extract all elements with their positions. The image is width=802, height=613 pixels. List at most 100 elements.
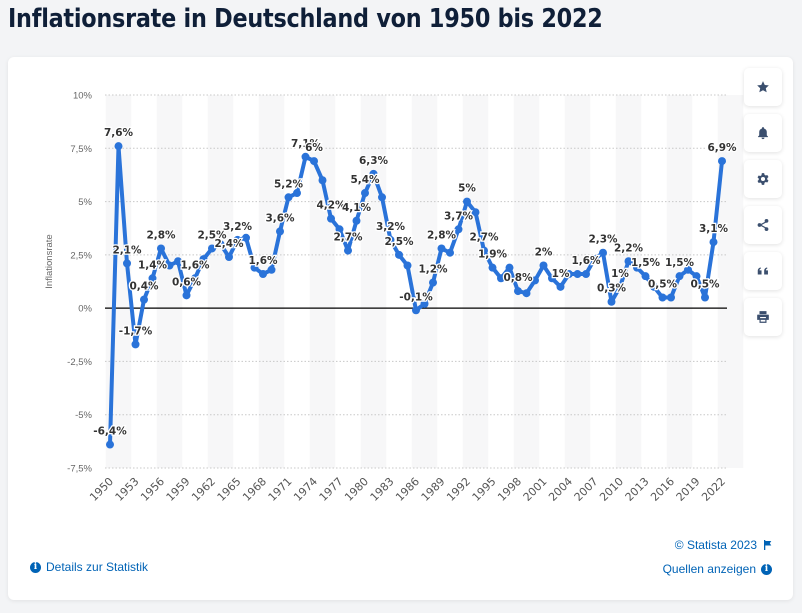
background-band	[615, 95, 642, 468]
data-point	[106, 440, 114, 449]
data-point	[641, 272, 650, 281]
data-point	[616, 282, 624, 291]
data-point	[505, 263, 514, 272]
gear-icon	[757, 173, 769, 185]
notification-button[interactable]	[744, 114, 782, 152]
data-point	[335, 225, 344, 234]
data-point	[429, 278, 437, 287]
y-tick-label: 2,5%	[70, 250, 92, 261]
data-point	[701, 293, 709, 302]
data-label: 2,2%	[614, 242, 644, 254]
x-tick-label: 1959	[164, 475, 193, 504]
settings-button[interactable]	[744, 160, 782, 198]
x-tick-label: 1950	[87, 475, 116, 504]
data-label: 6,9%	[707, 142, 737, 154]
y-axis-label: Inflationsrate	[44, 234, 55, 288]
data-label: 5,2%	[274, 178, 304, 190]
bell-icon	[758, 127, 768, 140]
data-point	[556, 282, 565, 291]
data-label: 2,7%	[333, 232, 363, 244]
data-label: 1%	[552, 268, 570, 280]
share-icon	[757, 219, 769, 231]
x-tick-label: 2001	[521, 475, 550, 504]
data-point	[191, 274, 199, 283]
x-tick-label: 1953	[113, 475, 142, 504]
data-point	[590, 255, 599, 264]
y-tick-label: 5%	[78, 197, 92, 208]
data-label: 2,8%	[427, 229, 457, 241]
data-point	[233, 235, 242, 244]
favorite-button[interactable]	[744, 68, 782, 106]
quote-icon	[757, 267, 768, 275]
info-icon: i	[761, 563, 772, 575]
background-band	[360, 95, 387, 468]
data-point	[310, 157, 318, 166]
x-tick-label: 1965	[215, 475, 244, 504]
flag-icon[interactable]	[763, 540, 772, 550]
data-label: 2,5%	[197, 229, 227, 241]
data-point	[675, 272, 684, 281]
x-tick-label: 2007	[572, 475, 601, 504]
data-point	[301, 152, 310, 161]
x-tick-label: 2019	[674, 475, 703, 504]
x-tick-label: 1986	[393, 475, 422, 504]
data-point	[463, 197, 471, 206]
data-point	[437, 244, 446, 253]
data-label: 4,2%	[316, 200, 346, 212]
data-label: 0,5%	[648, 278, 678, 290]
sources-link[interactable]: Quellen anzeigen i	[663, 562, 772, 576]
data-label: 1,6%	[180, 259, 210, 271]
data-point	[539, 261, 548, 270]
data-point	[225, 252, 233, 261]
data-label: 6,3%	[359, 155, 389, 167]
x-tick-label: 1962	[189, 475, 218, 504]
copyright-text: © Statista 2023	[674, 538, 757, 552]
page-title: Inflationsrate in Deutschland von 1950 b…	[8, 4, 603, 34]
copyright: © Statista 2023	[675, 538, 772, 552]
background-band	[462, 95, 489, 468]
data-point	[174, 257, 182, 266]
data-point	[157, 244, 165, 253]
data-point	[242, 233, 250, 242]
x-tick-label: 1989	[419, 475, 448, 504]
data-label: 0,8%	[503, 272, 533, 284]
data-point	[471, 208, 480, 217]
data-point	[548, 274, 556, 283]
data-label: 1,6%	[248, 255, 278, 267]
data-point	[412, 306, 420, 315]
data-label: 5,4%	[350, 174, 380, 186]
data-point	[182, 291, 191, 300]
data-point	[361, 189, 369, 198]
data-point	[565, 270, 573, 279]
details-label: Details zur Statistik	[46, 560, 149, 574]
data-point	[607, 297, 616, 306]
data-point	[148, 274, 157, 283]
data-label: -0,1%	[399, 291, 433, 303]
data-label: 7,1%	[291, 138, 321, 150]
data-point	[667, 293, 675, 302]
share-button[interactable]	[744, 206, 782, 244]
x-tick-label: 1995	[470, 475, 499, 504]
details-link[interactable]: i Details zur Statistik	[30, 560, 148, 574]
data-label: 6%	[305, 142, 323, 154]
data-label: 2,1%	[112, 244, 142, 256]
y-tick-label: 0%	[78, 304, 92, 315]
data-label: 2,5%	[384, 236, 414, 248]
print-button[interactable]	[744, 298, 782, 336]
x-tick-label: 1983	[368, 475, 397, 504]
printer-icon	[757, 311, 769, 323]
data-point	[395, 250, 403, 259]
x-tick-label: 2022	[699, 475, 728, 504]
data-point	[114, 142, 123, 151]
data-point	[344, 246, 352, 255]
data-label: 0,4%	[129, 281, 159, 293]
data-label: 1,9%	[478, 249, 508, 261]
x-tick-label: 1971	[266, 475, 295, 504]
info-icon: i	[30, 561, 41, 573]
data-label: 3,2%	[223, 221, 253, 233]
cite-button[interactable]	[744, 252, 782, 290]
star-icon	[757, 81, 769, 93]
data-label: 2%	[535, 247, 553, 259]
data-point	[522, 289, 531, 298]
